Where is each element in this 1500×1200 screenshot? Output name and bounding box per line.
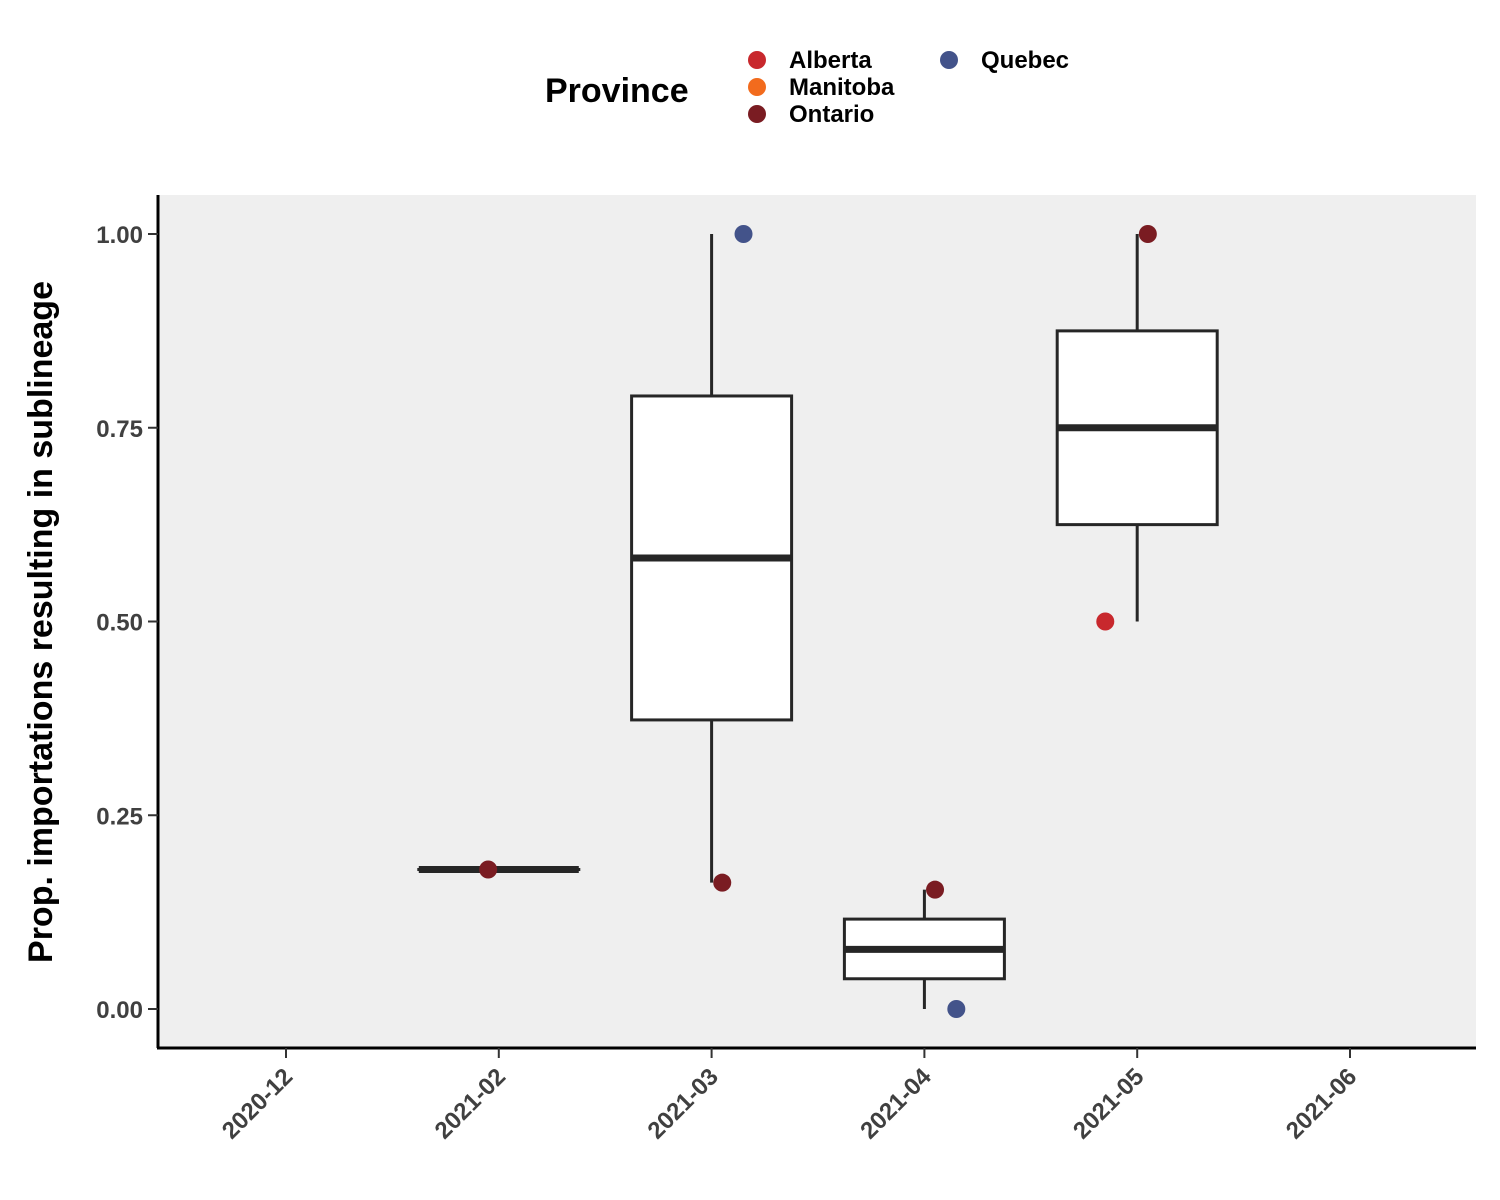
legend-swatch: [940, 51, 958, 69]
y-tick-label: 0.50: [96, 610, 143, 637]
point-ontario: [926, 880, 945, 899]
points-layer: [479, 225, 1157, 1018]
x-tick-label: 2021-02: [430, 1063, 511, 1144]
y-tick-label: 0.25: [96, 803, 143, 830]
y-tick-label: 0.75: [96, 416, 143, 443]
box-2021-04: [842, 889, 1006, 1009]
point-alberta: [1096, 612, 1115, 631]
x-ticks: 2020-12 2021-02 2021-03 2021-04 2021-05 2021-…: [217, 1048, 1362, 1145]
y-tick-label: 0.00: [96, 997, 143, 1024]
y-axis-title: Prop. importations resulting in sublinea…: [22, 281, 60, 963]
legend-item-manitoba: Manitoba: [748, 74, 895, 101]
legend-label: Quebec: [981, 47, 1069, 74]
point-quebec: [947, 1000, 966, 1018]
y-tick-label: 1.00: [96, 222, 143, 249]
legend-item-ontario: Ontario: [748, 101, 874, 128]
point-ontario: [1138, 225, 1157, 243]
plot-panel: [158, 195, 1476, 1047]
legend-title: Province: [545, 72, 689, 110]
legend-label: Alberta: [789, 47, 872, 74]
x-tick-label: 2021-03: [642, 1063, 723, 1144]
boxes-layer: [417, 234, 1219, 1009]
legend-item-quebec: Quebec: [940, 47, 1069, 74]
y-ticks: 0.00 0.25 0.50 0.75 1.00: [96, 222, 158, 1024]
point-ontario: [713, 873, 732, 892]
legend-item-alberta: Alberta: [748, 47, 872, 74]
box-2021-03: [630, 234, 794, 883]
x-tick-label: 2021-06: [1281, 1063, 1362, 1144]
legend-swatch: [748, 51, 766, 69]
legend-swatch: [748, 105, 766, 123]
point-ontario: [479, 860, 498, 879]
x-tick-label: 2021-04: [855, 1063, 937, 1145]
legend-swatch: [748, 78, 766, 96]
legend-label: Ontario: [789, 101, 874, 128]
box-2021-05: [1055, 234, 1219, 622]
point-quebec: [734, 225, 753, 243]
legend-label: Manitoba: [789, 74, 895, 101]
x-tick-label: 2020-12: [217, 1063, 298, 1144]
x-tick-label: 2021-05: [1068, 1063, 1149, 1144]
